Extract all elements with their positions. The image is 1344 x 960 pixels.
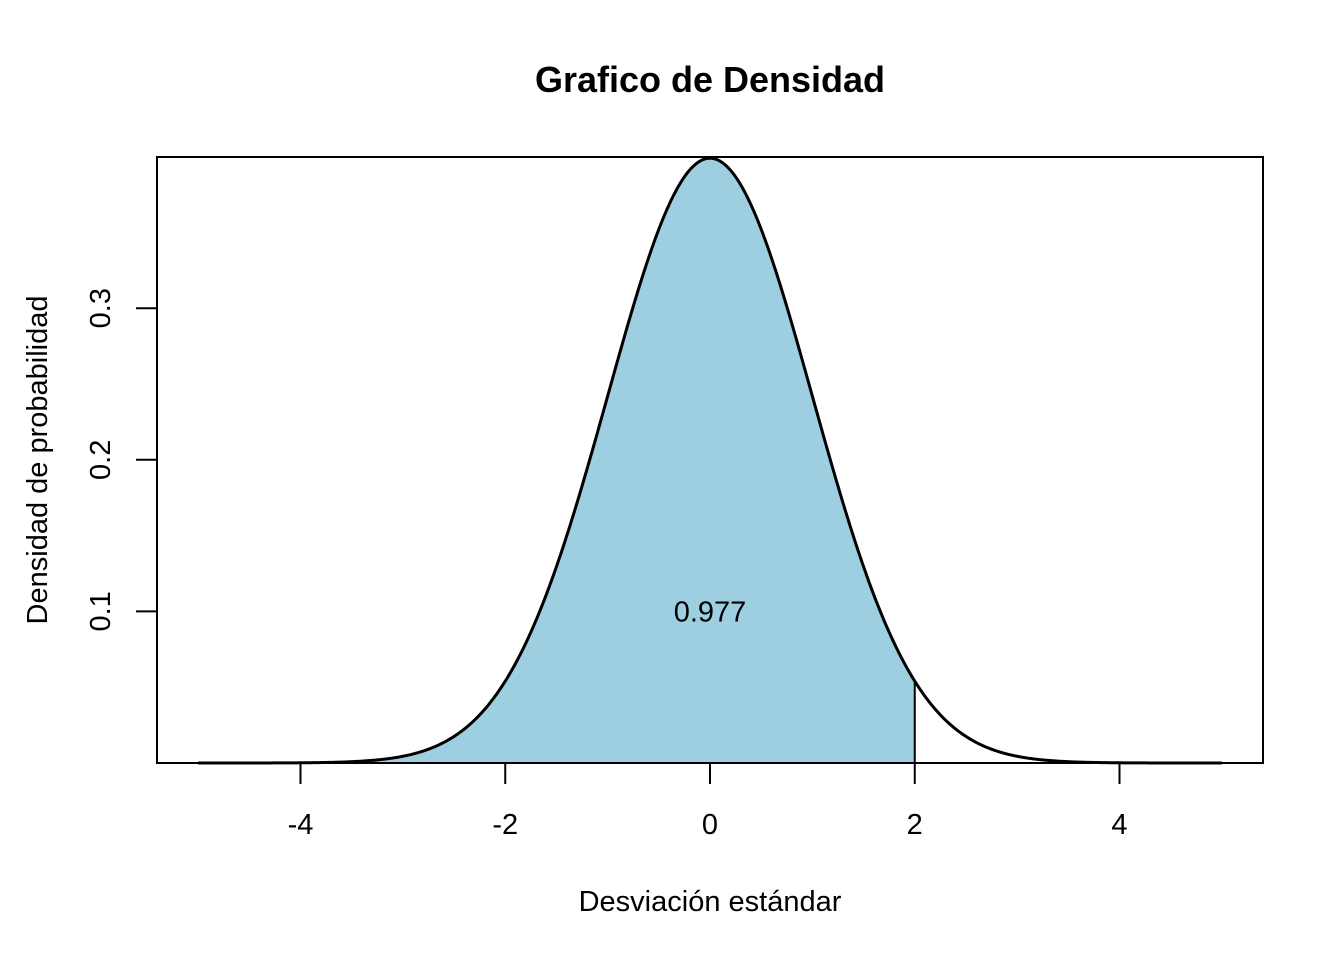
y-axis: 0.1 0.2 0.3 <box>85 288 158 632</box>
x-axis: -4 -2 0 2 4 <box>288 762 1128 841</box>
x-tick-label: -4 <box>288 809 314 841</box>
x-tick-label: -2 <box>492 809 518 841</box>
x-tick-label: 0 <box>702 809 718 841</box>
plot-area <box>198 156 1222 765</box>
x-tick-label: 2 <box>907 809 923 841</box>
x-tick-label: 4 <box>1111 809 1127 841</box>
y-tick-label: 0.1 <box>85 591 117 631</box>
x-axis-label: Desviación estándar <box>579 886 842 918</box>
density-curve <box>198 156 1222 765</box>
probability-annotation: 0.977 <box>674 596 747 628</box>
y-axis-label: Densidad de probabilidad <box>22 296 54 625</box>
shaded-area <box>198 158 915 763</box>
y-tick-label: 0.2 <box>85 440 117 480</box>
chart-title: Grafico de Densidad <box>535 59 885 100</box>
y-tick-label: 0.3 <box>85 288 117 328</box>
